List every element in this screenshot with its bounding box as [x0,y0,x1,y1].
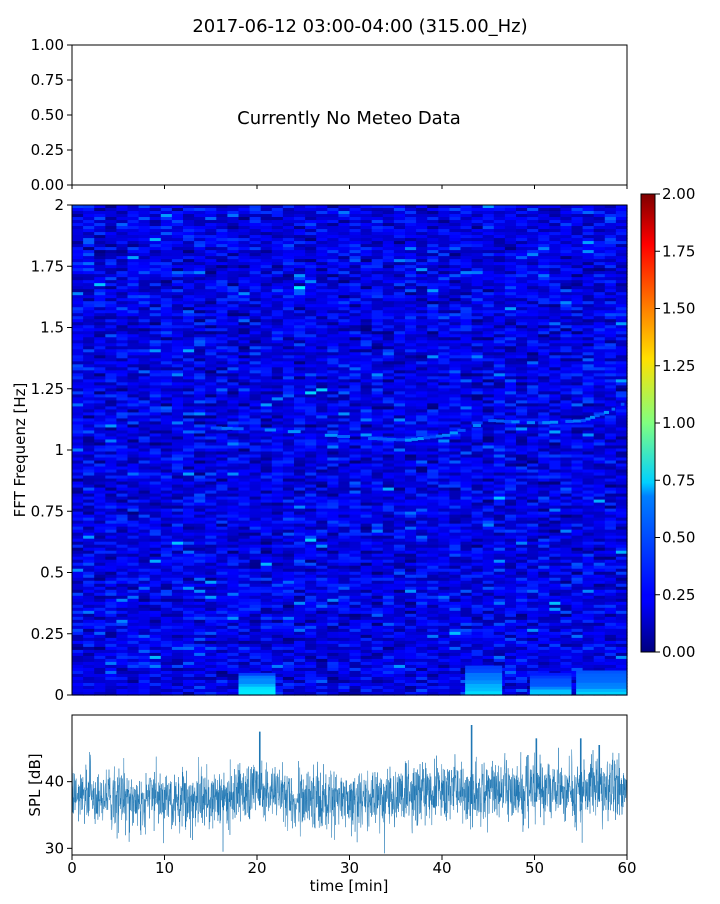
meteo-y-ticks: 0.00 0.25 0.50 0.75 1.00 [31,36,72,194]
meteo-y-tick-label: 0.25 [31,141,64,159]
meteo-x-ticks [72,185,627,189]
figure-title: 2017-06-12 03:00-04:00 (315.00_Hz) [192,16,527,37]
meteo-y-tick-label: 1.00 [31,36,64,54]
spectrogram-image [72,205,628,696]
meteo-y-tick-label: 0.00 [31,176,64,194]
no-meteo-message: Currently No Meteo Data [237,108,461,129]
meteo-y-tick-label: 0.50 [31,106,64,124]
meteo-y-tick-label: 0.75 [31,71,64,89]
meteo-panel: Currently No Meteo Data 0.00 0.25 0.50 0.75… [31,36,627,194]
